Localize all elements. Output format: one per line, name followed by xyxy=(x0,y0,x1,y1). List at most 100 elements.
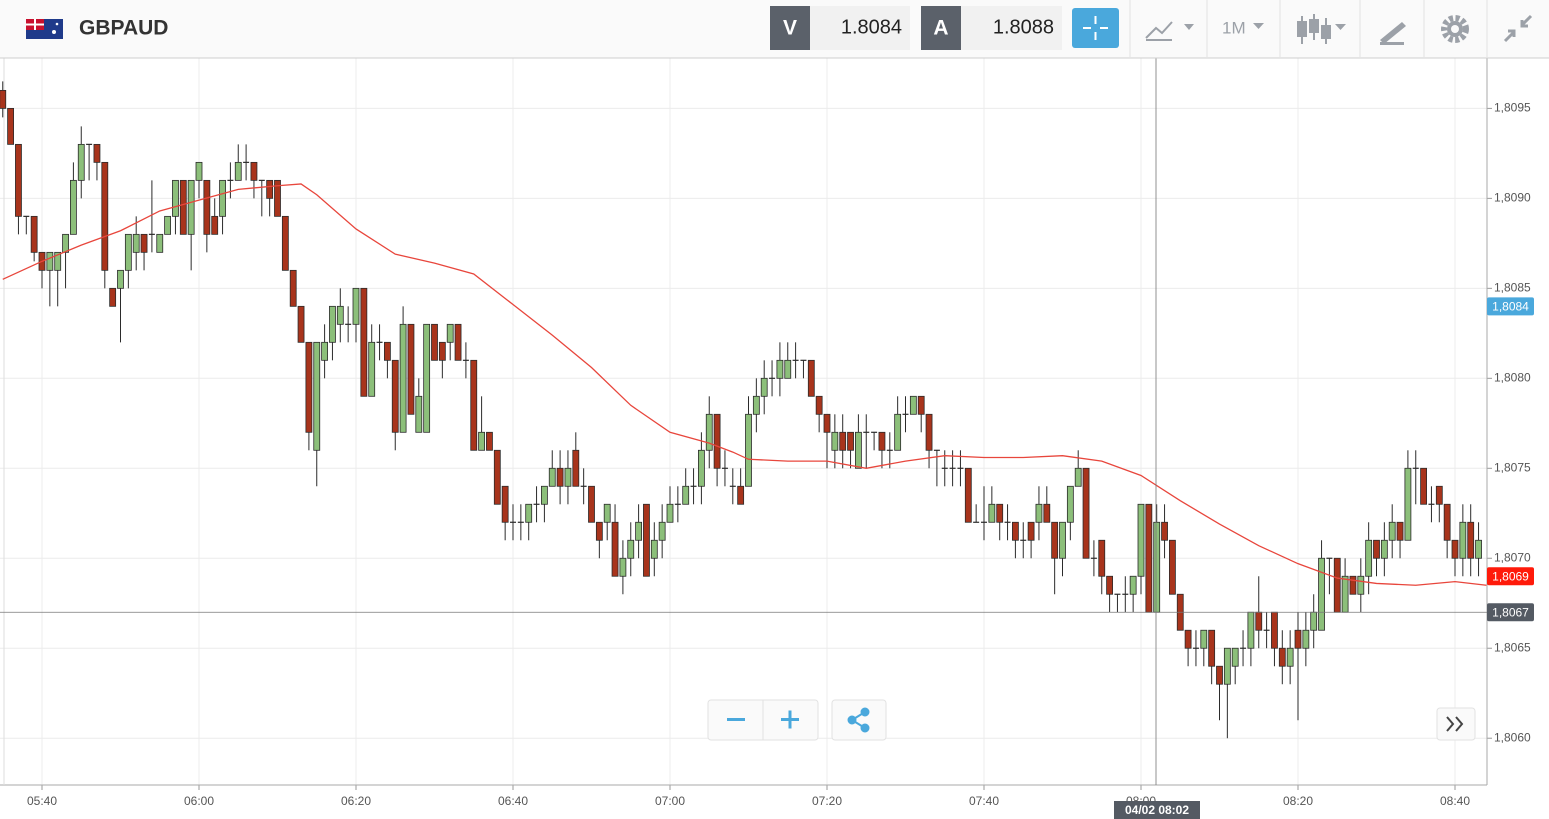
candle-body xyxy=(1208,629,1216,667)
zoom-in[interactable] xyxy=(781,710,799,729)
flag-icon xyxy=(26,19,63,39)
candle-body xyxy=(1027,521,1035,541)
buy-price: 1.8088 xyxy=(993,16,1054,38)
candle-body xyxy=(1420,467,1427,505)
candle-body xyxy=(30,215,38,253)
candle-body xyxy=(1255,611,1263,631)
candle-body xyxy=(705,413,713,451)
candle-body xyxy=(368,341,376,397)
candle-body xyxy=(7,107,14,145)
x-tick-label: 07:20 xyxy=(812,794,842,808)
candle-body xyxy=(1051,521,1059,559)
candle-body xyxy=(556,467,564,487)
candle-body xyxy=(525,503,533,523)
timeframe[interactable]: 1M xyxy=(1222,18,1246,37)
candle-body xyxy=(1396,521,1404,541)
candle-body xyxy=(187,179,195,235)
candle-body xyxy=(234,161,242,181)
candle-body xyxy=(611,521,619,577)
collapse-icon[interactable] xyxy=(1503,14,1533,43)
candle-body xyxy=(650,539,658,559)
candle-body xyxy=(1459,521,1467,559)
candle-body xyxy=(1310,611,1318,631)
candle-body xyxy=(776,359,784,379)
candle-body xyxy=(446,323,454,343)
price-tag xyxy=(1487,603,1534,622)
candle-body xyxy=(713,413,721,469)
x-tick-label: 06:40 xyxy=(498,794,528,808)
y-tick-label: 1,8085 xyxy=(1494,281,1531,295)
y-tick-label: 1,8060 xyxy=(1494,730,1531,744)
candle-body xyxy=(1373,539,1380,559)
candle-body xyxy=(132,233,140,253)
candle-body xyxy=(1286,647,1294,667)
candle-body xyxy=(486,431,493,451)
candle-body xyxy=(564,467,572,487)
candle-body xyxy=(1451,539,1459,559)
price-tag-label: 1,8069 xyxy=(1492,569,1529,583)
candle-body xyxy=(1043,503,1051,523)
candle-body xyxy=(823,413,831,433)
candle-body xyxy=(831,431,839,451)
candle-body xyxy=(250,161,258,181)
zoom-controls xyxy=(707,699,1476,741)
zoom-out[interactable] xyxy=(727,718,745,721)
candle-body xyxy=(415,395,423,433)
candle-body xyxy=(1294,629,1302,649)
candle-body xyxy=(77,143,85,181)
candle-body xyxy=(164,215,172,235)
candle-body xyxy=(305,341,313,433)
candle-body xyxy=(470,359,478,451)
candle-body xyxy=(839,431,847,451)
candle-body xyxy=(1278,647,1286,667)
candle-body xyxy=(336,305,344,325)
candle-body xyxy=(815,395,823,415)
candle-body xyxy=(1106,575,1113,595)
candle-body xyxy=(1153,521,1161,613)
candle-body xyxy=(698,449,705,487)
candle-body xyxy=(894,413,902,451)
candle-body xyxy=(219,179,226,217)
x-tick-label: 06:20 xyxy=(341,794,371,808)
candle-body xyxy=(807,359,815,397)
candle-body xyxy=(760,377,768,397)
candle-body xyxy=(101,161,109,271)
candle-body xyxy=(156,233,164,253)
chart-type-menu[interactable] xyxy=(1297,14,1346,44)
candle-body xyxy=(211,215,219,235)
crosshair-button[interactable] xyxy=(1072,8,1119,48)
price-tag-label: 1,8067 xyxy=(1492,605,1529,619)
candle-body xyxy=(1169,539,1176,595)
buy-label: A xyxy=(933,17,948,40)
drawing-tool[interactable] xyxy=(1380,22,1406,45)
buy-button[interactable] xyxy=(921,6,961,50)
candle-body xyxy=(635,521,642,541)
indicator-menu[interactable] xyxy=(1145,21,1194,41)
scroll-right[interactable] xyxy=(1446,716,1455,732)
settings-icon[interactable] xyxy=(1441,15,1469,43)
symbol: GBPAUD xyxy=(79,17,168,40)
candle-body xyxy=(745,413,752,487)
candle-body xyxy=(996,503,1004,523)
candle-body xyxy=(627,539,635,559)
candle-body xyxy=(925,413,933,451)
candle-body xyxy=(15,143,22,217)
candle-body xyxy=(1216,665,1223,685)
candle-body xyxy=(1271,611,1278,649)
share-button[interactable] xyxy=(847,707,870,733)
candle-body xyxy=(1467,521,1475,559)
price-tag xyxy=(1487,297,1534,316)
candle-body xyxy=(1318,557,1325,631)
price-tag xyxy=(1487,567,1534,586)
candle-body xyxy=(909,395,917,415)
candle-body xyxy=(329,305,336,343)
candle-body xyxy=(93,143,101,163)
candle-body xyxy=(1012,521,1019,541)
sell-button[interactable] xyxy=(770,6,810,50)
y-tick-label: 1,8075 xyxy=(1494,460,1531,474)
y-tick-label: 1,8080 xyxy=(1494,370,1531,384)
candle-body xyxy=(478,431,486,451)
x-tick-label: 08:40 xyxy=(1440,794,1470,808)
